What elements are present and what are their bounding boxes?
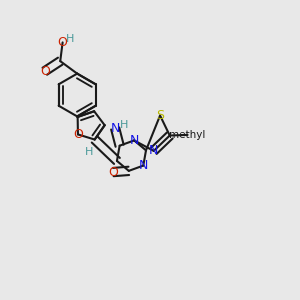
Text: N: N xyxy=(130,134,139,147)
Text: methyl: methyl xyxy=(169,130,206,140)
Text: H: H xyxy=(85,147,93,157)
Text: O: O xyxy=(40,65,50,78)
Text: O: O xyxy=(73,128,83,141)
Text: H: H xyxy=(120,120,128,130)
Text: N: N xyxy=(110,122,120,135)
Text: N: N xyxy=(139,159,148,172)
Text: O: O xyxy=(108,166,118,178)
Text: H: H xyxy=(66,34,74,44)
Text: O: O xyxy=(58,36,68,49)
Text: S: S xyxy=(156,109,164,122)
Text: N: N xyxy=(149,144,158,158)
